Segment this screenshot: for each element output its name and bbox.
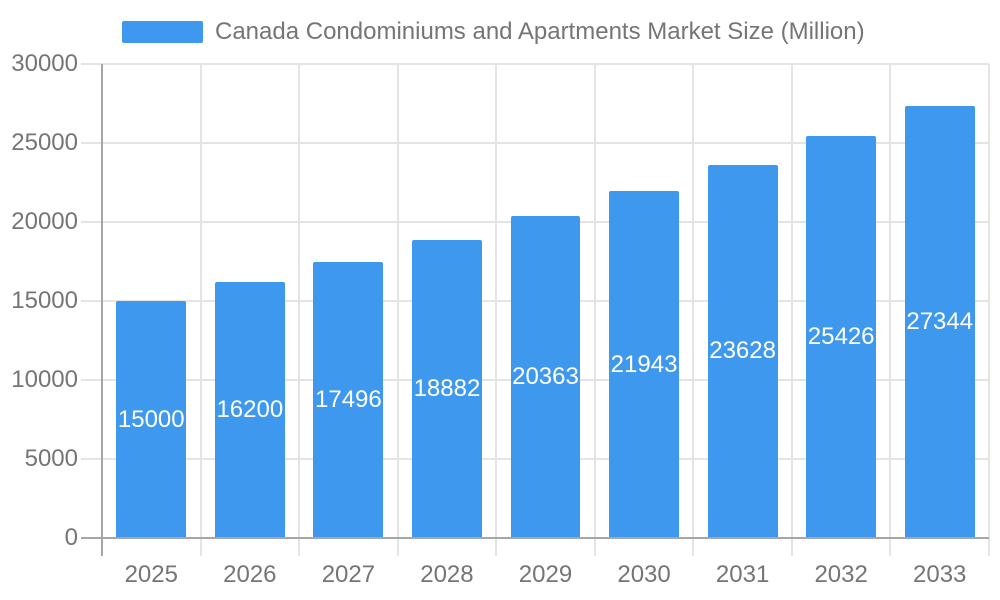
bar-value-label: 18882	[413, 374, 481, 402]
y-axis-line	[101, 64, 103, 556]
bar-value-label: 25426	[807, 323, 875, 351]
x-tick-label: 2027	[321, 561, 376, 588]
x-axis-line	[81, 537, 989, 539]
bar: 20363	[510, 216, 581, 538]
bar: 27344	[904, 105, 975, 538]
bar: 16200	[214, 282, 285, 538]
x-gridline	[199, 64, 202, 556]
bar-value-label: 21943	[610, 350, 678, 378]
y-tick-label: 30000	[11, 50, 78, 77]
y-gridline	[81, 63, 989, 65]
y-tick-label: 15000	[11, 287, 78, 314]
y-tick-label: 5000	[24, 445, 78, 472]
x-gridline	[692, 64, 695, 556]
legend-swatch	[122, 21, 203, 43]
x-tick-label: 2032	[814, 561, 868, 588]
y-tick-label: 10000	[11, 366, 78, 393]
x-gridline	[889, 64, 892, 556]
bar: 21943	[609, 191, 680, 538]
x-tick-label: 2030	[617, 561, 671, 588]
bar: 17496	[313, 261, 384, 538]
y-tick-label: 0	[64, 524, 78, 551]
legend: Canada Condominiums and Apartments Marke…	[122, 18, 865, 45]
y-gridline	[81, 142, 989, 144]
x-tick-label: 2025	[124, 561, 178, 588]
bar: 18882	[411, 239, 482, 538]
x-tick-label: 2029	[518, 561, 573, 588]
x-tick-label: 2033	[913, 561, 967, 588]
x-gridline	[790, 64, 793, 556]
bar-value-label: 23628	[709, 337, 776, 365]
chart-title: Canada Condominiums and Apartments Marke…	[215, 18, 865, 45]
x-tick-label: 2026	[223, 561, 277, 588]
x-gridline	[396, 64, 399, 556]
x-gridline	[988, 64, 990, 556]
y-tick-label: 25000	[11, 129, 78, 156]
x-tick-label: 2031	[715, 561, 770, 588]
x-gridline	[298, 64, 301, 556]
x-tick-label: 2028	[420, 561, 474, 588]
bar: 25426	[806, 136, 877, 538]
bar-value-label: 15000	[117, 405, 185, 433]
bar-value-label: 16200	[216, 396, 284, 423]
bar-value-label: 27344	[906, 307, 974, 335]
bar-value-label: 17496	[315, 385, 382, 413]
y-tick-label: 20000	[11, 208, 78, 235]
x-gridline	[593, 64, 596, 556]
bar: 23628	[707, 164, 778, 538]
bar-value-label: 20363	[512, 363, 579, 391]
bar: 15000	[116, 301, 187, 538]
x-gridline	[495, 64, 498, 556]
